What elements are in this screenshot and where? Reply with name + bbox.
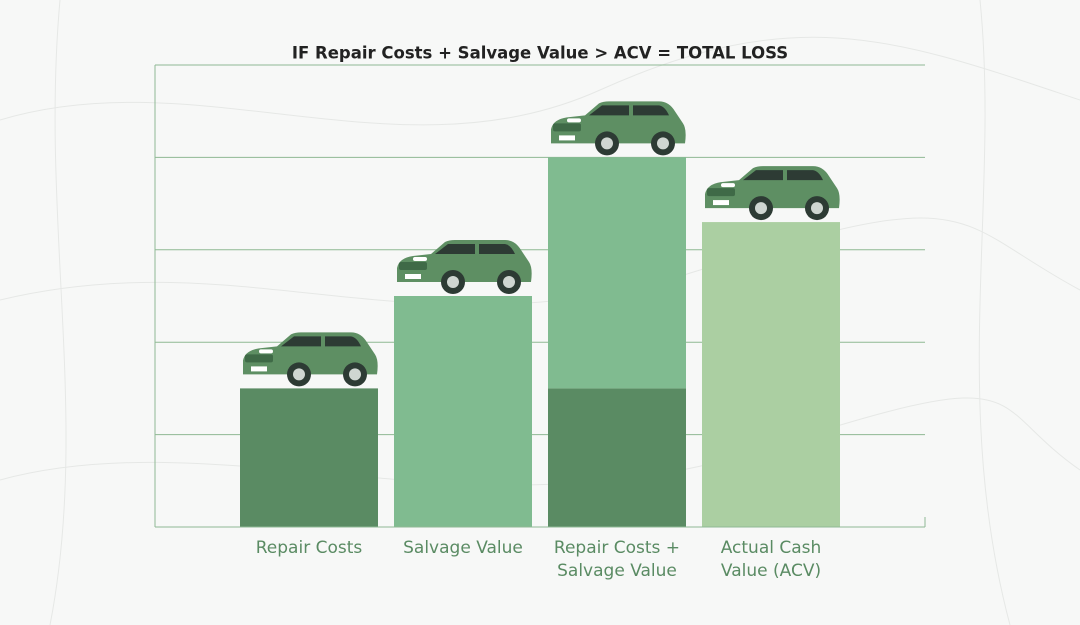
bar-segment bbox=[702, 222, 840, 527]
car-window bbox=[435, 244, 475, 254]
car-window bbox=[787, 170, 823, 181]
car-grille bbox=[553, 123, 581, 132]
chart-title: IF Repair Costs + Salvage Value > ACV = … bbox=[292, 44, 788, 63]
bar-segment bbox=[240, 388, 378, 527]
car-grille bbox=[245, 354, 273, 363]
car-window bbox=[633, 105, 669, 116]
car-hub bbox=[349, 368, 361, 381]
car-plate bbox=[405, 274, 421, 279]
car-window bbox=[589, 105, 629, 116]
car-headlight bbox=[413, 257, 427, 261]
bar-segment bbox=[548, 388, 686, 527]
car-plate bbox=[559, 135, 575, 141]
bar-segment bbox=[548, 157, 686, 389]
car-headlight bbox=[721, 183, 735, 188]
car-hub bbox=[601, 137, 613, 150]
car-icon bbox=[551, 101, 686, 156]
x-tick-label: Repair Costs bbox=[255, 538, 363, 558]
car-headlight bbox=[259, 349, 273, 354]
car-icon bbox=[243, 332, 378, 387]
x-tick-label: Actual Cash Value (ACV) bbox=[720, 538, 822, 581]
car-hub bbox=[657, 137, 669, 150]
car-window bbox=[281, 336, 321, 347]
car-hub bbox=[447, 276, 459, 288]
car-plate bbox=[713, 200, 729, 206]
car-hub bbox=[755, 202, 767, 215]
car-icon bbox=[397, 240, 532, 294]
car-hub bbox=[293, 368, 305, 381]
x-tick-label: Repair Costs + Salvage Value bbox=[553, 538, 681, 581]
car-plate bbox=[251, 366, 267, 372]
car-hub bbox=[503, 276, 515, 288]
car-headlight bbox=[567, 118, 581, 123]
car-window bbox=[325, 336, 361, 347]
car-grille bbox=[707, 188, 735, 197]
car-grille bbox=[399, 262, 427, 270]
x-tick-label: Salvage Value bbox=[403, 538, 523, 558]
car-hub bbox=[811, 202, 823, 215]
car-icon bbox=[705, 166, 840, 221]
car-window bbox=[743, 170, 783, 181]
bar-segment bbox=[394, 296, 532, 527]
car-window bbox=[479, 244, 515, 254]
